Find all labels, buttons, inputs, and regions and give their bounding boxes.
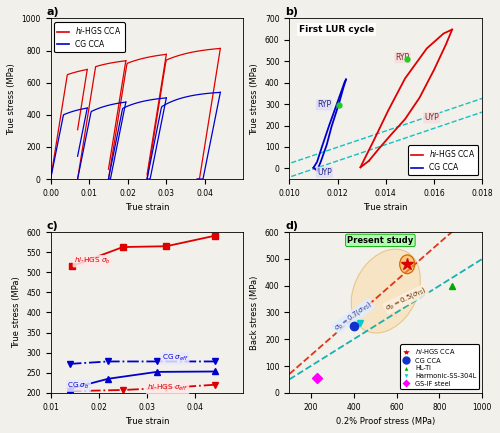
Legend: $\it{hi}$-HGS CCA, CG CCA: $\it{hi}$-HGS CCA, CG CCA — [54, 22, 124, 52]
Text: Present study: Present study — [347, 236, 414, 245]
Text: First LUR cycle: First LUR cycle — [299, 25, 374, 34]
Text: c): c) — [46, 220, 58, 231]
Text: UYP: UYP — [317, 168, 332, 177]
Text: CG $\sigma_{eff}$: CG $\sigma_{eff}$ — [162, 353, 188, 363]
X-axis label: True strain: True strain — [364, 204, 408, 212]
Text: $\sigma_b=0.7(\sigma_{YS})$: $\sigma_b=0.7(\sigma_{YS})$ — [332, 299, 374, 333]
Y-axis label: True stress (MPa): True stress (MPa) — [250, 63, 260, 135]
Text: RYP: RYP — [317, 100, 331, 109]
Legend: $\it{hi}$-HGS CCA, CG CCA, HL-Ti, Harmonic-SS-304L, GS-IF steel: $\it{hi}$-HGS CCA, CG CCA, HL-Ti, Harmon… — [400, 344, 479, 389]
X-axis label: True strain: True strain — [125, 204, 170, 212]
Text: RYP: RYP — [396, 53, 409, 62]
Text: $\it{hi}$-HGS $\sigma_b$: $\it{hi}$-HGS $\sigma_b$ — [74, 256, 110, 266]
Ellipse shape — [351, 249, 420, 333]
Text: b): b) — [286, 7, 298, 17]
Text: d): d) — [286, 220, 298, 231]
Y-axis label: True stress (MPa): True stress (MPa) — [12, 277, 20, 349]
Text: UYP: UYP — [424, 113, 439, 122]
Y-axis label: Back stress (MPa): Back stress (MPa) — [250, 275, 260, 350]
X-axis label: 0.2% Proof stress (MPa): 0.2% Proof stress (MPa) — [336, 417, 436, 426]
Text: CG $\sigma_b$: CG $\sigma_b$ — [68, 381, 90, 391]
Text: $\sigma_b=0.5(\sigma_{YS})$: $\sigma_b=0.5(\sigma_{YS})$ — [384, 284, 428, 313]
X-axis label: True strain: True strain — [125, 417, 170, 426]
Text: $\it{hi}$-HGS $\sigma_{eff}$: $\it{hi}$-HGS $\sigma_{eff}$ — [147, 383, 188, 393]
Y-axis label: True stress (MPa): True stress (MPa) — [7, 63, 16, 135]
Text: a): a) — [46, 7, 60, 17]
Circle shape — [400, 255, 414, 274]
Legend: $\it{hi}$-HGS CCA, CG CCA: $\it{hi}$-HGS CCA, CG CCA — [408, 145, 478, 175]
